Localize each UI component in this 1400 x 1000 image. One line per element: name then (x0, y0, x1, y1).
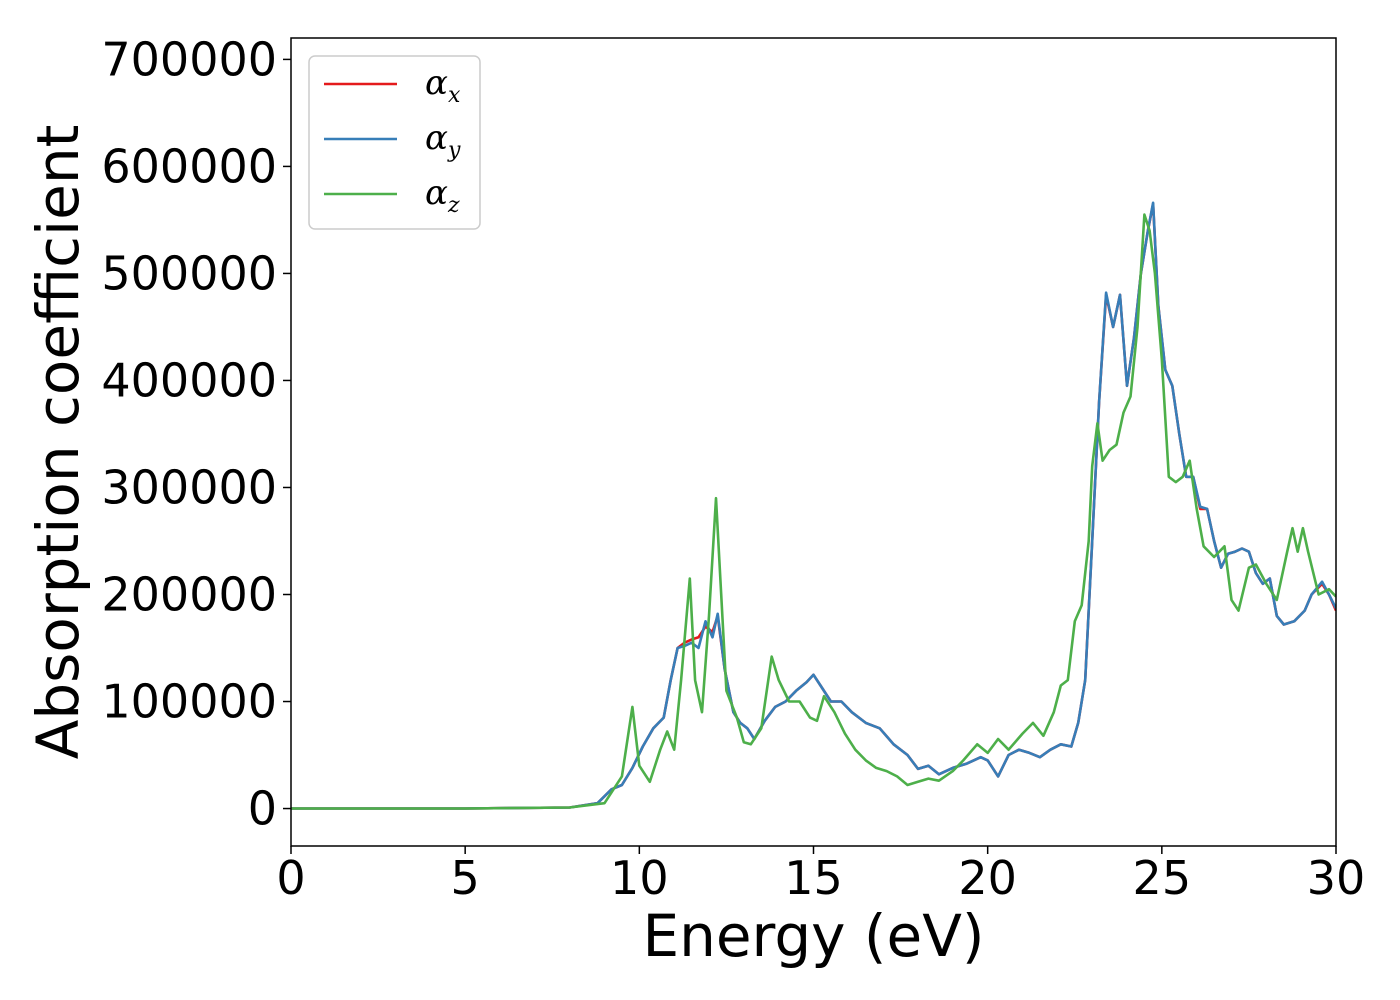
y-axis-ticks: 0 100000 200000 300000 400000 500000 600000 700… (101, 32, 291, 836)
x-tick-label: 10 (610, 851, 669, 905)
x-tick-label: 25 (1133, 851, 1192, 905)
y-tick-label: 100000 (101, 675, 277, 729)
x-tick-label: 20 (958, 851, 1017, 905)
series-line-y (291, 201, 1336, 810)
x-axis-title: Energy (eV) (642, 902, 984, 970)
x-axis-ticks: 0 5 10 15 20 25 30 (276, 846, 1365, 905)
x-tick-label: 30 (1307, 851, 1366, 905)
x-tick-label: 0 (276, 851, 305, 905)
plot-lines (291, 201, 1336, 810)
x-tick-label: 15 (784, 851, 843, 905)
y-tick-label: 600000 (101, 139, 277, 193)
legend-label-z: αz (425, 173, 460, 218)
legend: αx αy αz (308, 55, 481, 230)
y-tick-label: 0 (248, 782, 277, 836)
legend-label-x: αx (425, 63, 461, 108)
y-tick-label: 700000 (101, 32, 277, 86)
legend-label-y: αy (425, 118, 461, 163)
x-tick-label: 5 (451, 851, 480, 905)
y-axis-title: Absorption coefficient (24, 125, 92, 760)
legend-frame (308, 55, 481, 230)
y-tick-label: 200000 (101, 568, 277, 622)
y-tick-label: 300000 (101, 460, 277, 514)
series-line-z (291, 213, 1336, 810)
y-tick-label: 400000 (101, 353, 277, 407)
y-tick-label: 500000 (101, 246, 277, 300)
